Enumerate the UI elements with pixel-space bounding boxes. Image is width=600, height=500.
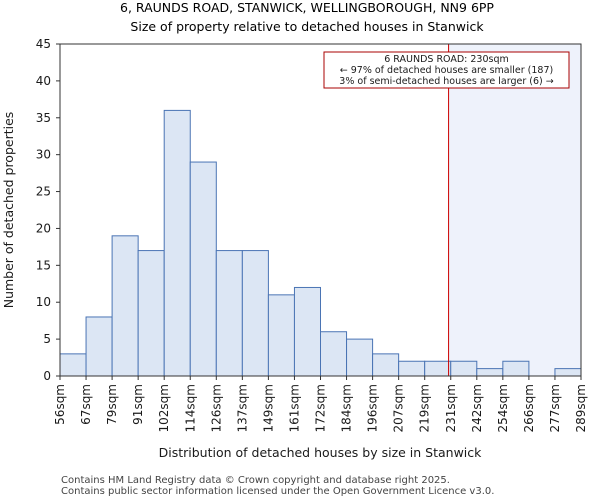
bar-242sqm — [476, 368, 504, 377]
annotation-box: 6 RAUNDS ROAD: 230sqm ← 97% of detached … — [323, 51, 570, 89]
bar-207sqm — [398, 360, 426, 377]
bar-254sqm — [502, 360, 530, 377]
x-tick-label: 196sqm — [366, 384, 380, 432]
x-tick-label: 277sqm — [548, 384, 562, 432]
y-tick-label: 15 — [36, 258, 51, 272]
y-tick-label: 0 — [43, 369, 51, 383]
x-tick-label: 242sqm — [470, 384, 484, 432]
y-tick-label: 10 — [36, 295, 51, 309]
x-axis-label: Distribution of detached houses by size … — [159, 445, 483, 460]
x-tick-label: 161sqm — [287, 384, 301, 432]
y-tick-label: 35 — [36, 111, 51, 125]
bar-184sqm — [346, 338, 374, 377]
bar-67sqm — [85, 316, 113, 377]
y-tick-label: 45 — [36, 37, 51, 51]
chart-title: 6, RAUNDS ROAD, STANWICK, WELLINGBOROUGH… — [120, 0, 494, 15]
x-tick-label: 172sqm — [314, 384, 328, 432]
y-tick-label: 25 — [36, 185, 51, 199]
x-tick-label: 266sqm — [522, 384, 536, 432]
x-tick-label: 79sqm — [105, 384, 119, 425]
bar-102sqm — [163, 109, 191, 377]
bar-114sqm — [189, 161, 217, 377]
y-axis-label: Number of detached properties — [1, 112, 16, 309]
bar-91sqm — [137, 250, 165, 377]
x-tick-label: 219sqm — [418, 384, 432, 432]
bars-group — [59, 109, 582, 377]
bar-219sqm — [424, 360, 452, 377]
bar-56sqm — [59, 353, 87, 377]
bar-172sqm — [320, 331, 348, 377]
x-tick-label: 137sqm — [235, 384, 249, 432]
bar-79sqm — [111, 235, 139, 377]
bar-277sqm — [554, 368, 582, 377]
bar-196sqm — [372, 353, 400, 377]
highlight-region — [448, 44, 581, 376]
y-axis-ticks: 0 5 10 15 20 25 30 35 40 45 — [36, 37, 60, 383]
x-tick-label: 91sqm — [131, 384, 145, 425]
annotation-line-3: 3% of semi-detached houses are larger (6… — [339, 76, 553, 87]
bar-126sqm — [215, 250, 243, 377]
x-tick-label: 289sqm — [574, 384, 588, 432]
bar-161sqm — [293, 286, 322, 377]
y-tick-label: 20 — [36, 221, 51, 235]
x-tick-label: 231sqm — [444, 384, 458, 432]
y-tick-label: 40 — [36, 74, 51, 88]
x-tick-label: 149sqm — [261, 384, 275, 432]
x-tick-label: 254sqm — [496, 384, 510, 432]
y-tick-label: 30 — [36, 148, 51, 162]
bar-231sqm — [450, 360, 478, 377]
x-tick-label: 114sqm — [183, 384, 197, 432]
x-tick-label: 67sqm — [79, 384, 93, 425]
chart-subtitle: Size of property relative to detached ho… — [130, 19, 484, 34]
x-tick-label: 56sqm — [53, 384, 67, 425]
x-tick-label: 126sqm — [209, 384, 223, 432]
bar-137sqm — [241, 250, 269, 377]
annotation-line-1: 6 RAUNDS ROAD: 230sqm — [384, 54, 509, 65]
annotation-line-2: ← 97% of detached houses are smaller (18… — [340, 65, 553, 76]
x-tick-label: 102sqm — [157, 384, 171, 432]
bar-149sqm — [267, 294, 295, 377]
x-tick-label: 207sqm — [392, 384, 406, 432]
footer-line-2: Contains public sector information licen… — [61, 486, 495, 497]
footer-line-1: Contains HM Land Registry data © Crown c… — [61, 475, 450, 486]
y-tick-label: 5 — [43, 332, 51, 346]
x-tick-label: 184sqm — [340, 384, 354, 432]
x-axis-ticks: 56sqm 67sqm 79sqm 91sqm 102sqm 114sqm 126sqm 13… — [53, 376, 588, 432]
